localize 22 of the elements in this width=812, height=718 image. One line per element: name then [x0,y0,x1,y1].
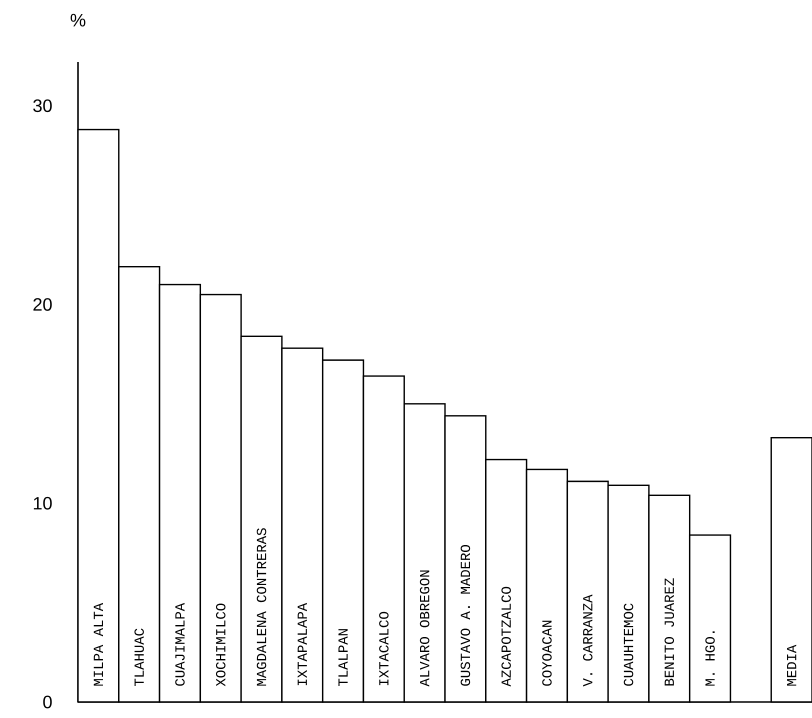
y-axis-title: % [70,14,86,26]
x-tick-label: M. HGO. [705,631,715,686]
y-tick-label: 20 [33,298,52,311]
x-tick-label: COYOACAN [542,620,552,686]
x-tick-label: TLAHUAC [134,628,144,686]
x-tick-label: GUSTAVO A. MADERO [460,544,470,686]
x-tick-label: V. CARRANZA [582,594,592,686]
x-tick-label: XOCHIMILCO [216,604,226,686]
x-tick-label: TLALPAN [338,629,348,686]
x-tick-label: IXTAPALAPA [298,602,307,686]
x-tick-label: MEDIA [787,644,796,686]
x-tick-label: CUAUHTEMOC [624,603,634,686]
y-tick-label: 30 [33,99,52,112]
x-tick-label: CUAJIMALPA [175,602,185,686]
x-tick-label: AZCAPOTZALCO [501,586,511,687]
x-tick-label: IXTACALCO [379,612,389,686]
x-tick-label: MILPA ALTA [94,602,103,686]
x-tick-label: ALVARO OBREGON [420,570,430,687]
y-tick-label: 0 [43,696,52,708]
x-tick-label: BENITO JUAREZ [664,578,674,686]
x-tick-label: MAGDALENA CONTRERAS [256,528,266,686]
y-tick-label: 10 [34,496,52,510]
